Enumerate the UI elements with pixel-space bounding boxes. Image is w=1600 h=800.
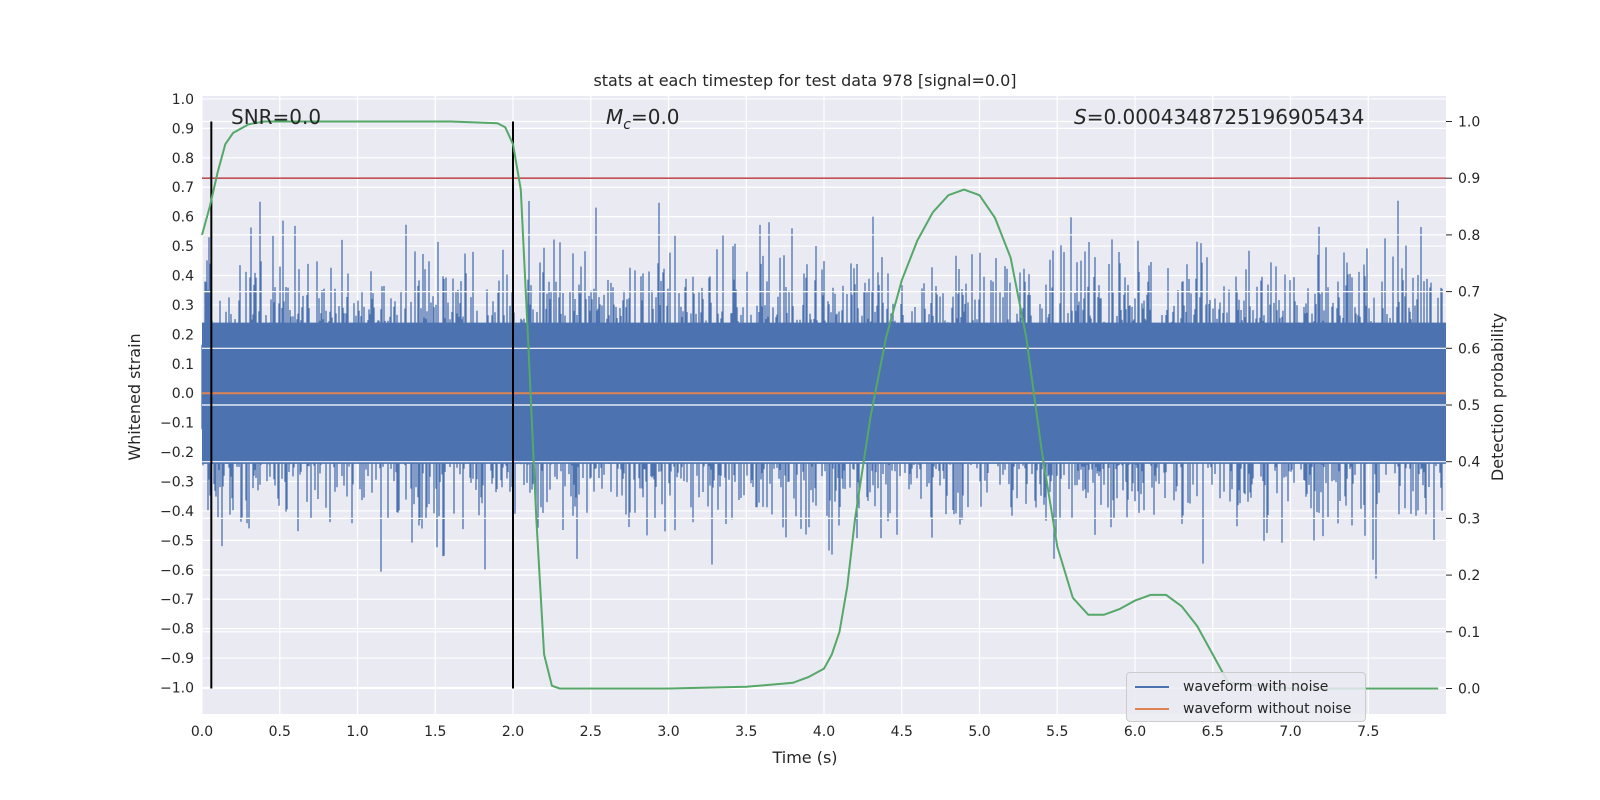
x-tick-label: 4.5: [891, 724, 913, 740]
x-tick-label: 6.0: [1124, 724, 1146, 740]
chart-title: stats at each timestep for test data 978…: [593, 71, 1016, 90]
y-tick-label-left: 0.9: [172, 121, 194, 137]
y-tick-label-left: 0.0: [172, 386, 194, 402]
x-tick-label: 5.5: [1046, 724, 1068, 740]
snr-annotation: SNR=0.0: [231, 105, 321, 129]
legend-label-noisy: waveform with noise: [1183, 679, 1329, 695]
y-tick-label-left: 0.6: [172, 210, 194, 226]
y-tick-label-left: −1.0: [160, 681, 194, 697]
y-tick-label-left: −0.3: [160, 475, 194, 491]
legend-swatch-noisy: [1135, 686, 1169, 688]
y-tick-label-right: 0.2: [1458, 568, 1480, 584]
y-tick-label-left: −0.8: [160, 622, 194, 638]
y-tick-label-left: −0.5: [160, 533, 194, 549]
y-tick-label-right: 0.0: [1458, 681, 1480, 697]
x-tick-label: 3.5: [735, 724, 757, 740]
y-axis-label-left: Whitened strain: [125, 333, 144, 460]
x-tick-label: 2.0: [502, 724, 524, 740]
y-tick-label-left: 0.1: [172, 357, 194, 373]
y-tick-label-left: −0.9: [160, 651, 194, 667]
legend-swatch-clean: [1135, 708, 1169, 710]
x-tick-label: 7.5: [1357, 724, 1379, 740]
y-tick-label-left: 0.8: [172, 151, 194, 167]
x-tick-label: 0.0: [191, 724, 213, 740]
y-tick-label-right: 1.0: [1458, 115, 1480, 131]
legend: waveform with noise waveform without noi…: [1126, 672, 1366, 722]
x-tick-label: 1.5: [424, 724, 446, 740]
y-tick-label-left: 0.5: [172, 239, 194, 255]
y-tick-label-left: 0.4: [172, 269, 194, 285]
y-tick-label-left: −0.2: [160, 445, 194, 461]
y-tick-label-right: 0.7: [1458, 285, 1480, 301]
y-tick-label-right: 0.3: [1458, 511, 1480, 527]
x-axis-label: Time (s): [771, 748, 837, 767]
legend-item-clean: waveform without noise: [1135, 698, 1357, 720]
x-tick-label: 4.0: [813, 724, 835, 740]
x-tick-label: 7.0: [1279, 724, 1301, 740]
line-series: [201, 120, 1446, 690]
y-tick-label-right: 0.4: [1458, 455, 1480, 471]
detection-probability-line: [201, 120, 1439, 690]
legend-item-noisy: waveform with noise: [1135, 676, 1357, 698]
score-value: =0.0004348725196905434: [1087, 105, 1365, 129]
legend-label-clean: waveform without noise: [1183, 701, 1352, 717]
score-symbol: S: [1074, 105, 1087, 129]
x-tick-label: 3.0: [657, 724, 679, 740]
chirp-mass-subscript: c: [623, 117, 631, 133]
ticks: 0.0 0.5 1.0 1.5 2.0 2.5 3.0 3.5 4.0 4.5 5.0 5.5 6.0 6…: [160, 92, 1480, 740]
x-tick-label: 2.5: [580, 724, 602, 740]
score-annotation: S=0.0004348725196905434: [1074, 105, 1364, 129]
y-tick-label-left: −0.7: [160, 592, 194, 608]
y-tick-label-right: 0.6: [1458, 341, 1480, 357]
x-tick-label: 0.5: [269, 724, 291, 740]
y-tick-label-right: 0.8: [1458, 228, 1480, 244]
y-tick-label-left: −0.4: [160, 504, 194, 520]
y-tick-label-left: 0.2: [172, 327, 194, 343]
y-tick-label-right: 0.9: [1458, 171, 1480, 187]
chirp-mass-annotation: Mc=0.0: [606, 105, 680, 133]
y-tick-label-left: 0.7: [172, 180, 194, 196]
y-tick-label-left: 1.0: [172, 92, 194, 108]
y-tick-label-left: −0.6: [160, 563, 194, 579]
y-tick-label-right: 0.5: [1458, 398, 1480, 414]
chirp-mass-value: =0.0: [631, 105, 680, 129]
y-tick-label-left: −0.1: [160, 416, 194, 432]
x-tick-label: 1.0: [346, 724, 368, 740]
y-axis-label-right: Detection probability: [1488, 313, 1507, 481]
y-tick-label-left: 0.3: [172, 298, 194, 314]
y-tick-label-right: 0.1: [1458, 625, 1480, 641]
x-tick-label: 5.0: [968, 724, 990, 740]
x-tick-label: 6.5: [1202, 724, 1224, 740]
chirp-mass-symbol: M: [606, 105, 623, 129]
